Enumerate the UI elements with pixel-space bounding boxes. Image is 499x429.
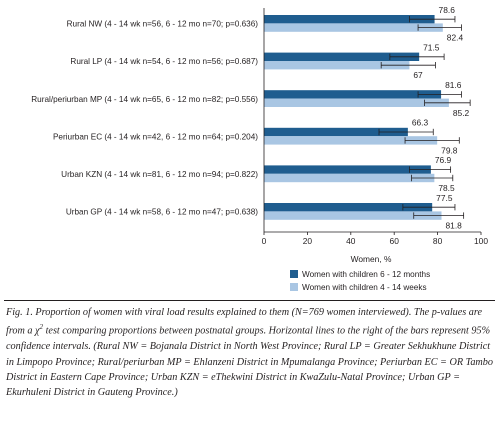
bar-6-12-months bbox=[264, 15, 435, 24]
category-labels: Rural NW (4 - 14 wk n=56, 6 - 12 mo n=70… bbox=[31, 20, 258, 217]
x-tick-label: 20 bbox=[303, 236, 313, 246]
data-label: 76.9 bbox=[435, 155, 452, 165]
x-tick-label: 60 bbox=[390, 236, 400, 246]
x-tick-label: 0 bbox=[262, 236, 267, 246]
bar-6-12-months bbox=[264, 52, 420, 61]
bar-4-14-weeks bbox=[264, 98, 449, 107]
data-label: 81.6 bbox=[445, 80, 462, 90]
legend-label: Women with children 6 - 12 months bbox=[302, 270, 430, 279]
legend: Women with children 6 - 12 months Women w… bbox=[290, 270, 430, 292]
bar-chart: Rural NW (4 - 14 wk n=56, 6 - 12 mo n=70… bbox=[31, 5, 488, 292]
value-labels: 78.6 82.4 71.5 67 81.6 85.2 66.3 79.876.9 78.577… bbox=[412, 5, 470, 231]
category-label: Rural NW (4 - 14 wk n=56, 6 - 12 mo n=70… bbox=[67, 20, 259, 29]
data-label: 71.5 bbox=[423, 42, 440, 52]
figure-caption: Fig. 1. Proportion of women with viral l… bbox=[6, 305, 494, 401]
bar-6-12-months bbox=[264, 203, 433, 212]
x-axis: 0 20 40 60 80 100 bbox=[262, 8, 488, 246]
category-label: Urban KZN (4 - 14 wk n=81, 6 - 12 mo n=9… bbox=[61, 170, 258, 179]
bar-4-14-weeks bbox=[264, 61, 410, 70]
x-tick-label: 40 bbox=[346, 236, 356, 246]
x-tick-label: 80 bbox=[433, 236, 443, 246]
data-label: 78.6 bbox=[439, 5, 456, 15]
data-label: 82.4 bbox=[447, 33, 464, 43]
bar-6-12-months bbox=[264, 127, 408, 137]
legend-label: Women with children 4 - 14 weeks bbox=[302, 283, 427, 292]
category-label: Urban GP (4 - 14 wk n=58, 6 - 12 mo n=47… bbox=[66, 208, 258, 217]
category-label: Rural/periurban MP (4 - 14 wk n=65, 6 - … bbox=[31, 95, 258, 104]
confidence-intervals bbox=[378, 16, 471, 219]
caption-divider bbox=[4, 300, 495, 301]
x-tick-label: 100 bbox=[474, 236, 488, 246]
bar-6-12-months bbox=[264, 165, 431, 174]
caption-text-1: Fig. 1. Proportion of women with viral l… bbox=[6, 307, 483, 337]
bar-4-14-weeks bbox=[264, 23, 443, 32]
data-label: 66.3 bbox=[412, 118, 429, 128]
data-label: 67 bbox=[413, 70, 423, 80]
caption-text-2: test comparing proportions between postn… bbox=[6, 325, 493, 399]
data-label: 85.2 bbox=[453, 108, 470, 118]
data-label: 77.5 bbox=[436, 193, 453, 203]
bar-6-12-months bbox=[264, 90, 442, 99]
legend-swatch-6-12-months bbox=[290, 270, 298, 278]
legend-swatch-4-14-weeks bbox=[290, 283, 298, 291]
data-label: 79.8 bbox=[441, 145, 458, 155]
x-axis-title: Women, % bbox=[351, 254, 392, 264]
bars bbox=[264, 15, 449, 220]
data-label: 78.5 bbox=[438, 183, 455, 193]
data-label: 81.8 bbox=[446, 221, 463, 231]
caption-superscript: 2 bbox=[39, 323, 44, 332]
category-label: Rural LP (4 - 14 wk n=54, 6 - 12 mo n=56… bbox=[70, 57, 258, 66]
bar-4-14-weeks bbox=[264, 211, 442, 220]
category-label: Periurban EC (4 - 14 wk n=42, 6 - 12 mo … bbox=[53, 132, 258, 141]
bar-4-14-weeks bbox=[264, 136, 438, 145]
bar-4-14-weeks bbox=[264, 173, 435, 183]
